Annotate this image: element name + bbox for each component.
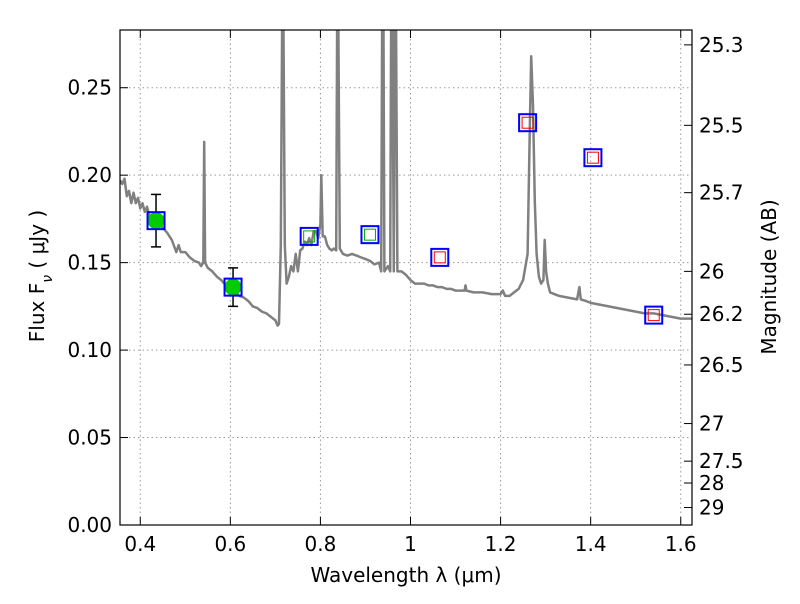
y-tick-label: 0.10	[67, 338, 112, 362]
model-photometry-box	[430, 247, 450, 267]
x-tick-label: 0.8	[305, 532, 337, 556]
y-axis-title: Flux Fν ( μJy )	[25, 210, 56, 342]
y2-tick-label: 27.5	[699, 449, 744, 473]
y2-tick-label: 27	[699, 412, 724, 436]
model-photometry-inner-box	[363, 228, 376, 241]
y2-tick-label: 25.3	[699, 33, 744, 57]
y2-tick-label: 25.7	[699, 181, 744, 205]
y-tick-label: 0.05	[67, 426, 112, 450]
y2-tick-label: 26.2	[699, 302, 744, 326]
x-tick-labels: 0.4 0.6 0.8 1 1.2 1.4 1.6	[124, 532, 696, 556]
y2-tick-label: 26	[699, 259, 724, 283]
y2-tick-label: 26.5	[699, 353, 744, 377]
observed-point	[224, 278, 242, 296]
y2-tick-label: 29	[699, 496, 724, 520]
model-photometry-box	[223, 277, 243, 297]
y-axis-title-subscript: ν	[40, 275, 56, 283]
spectrum-layer	[120, 30, 692, 327]
y-tick-label: 0.00	[67, 513, 112, 537]
plot-data-area	[120, 30, 692, 327]
y2-axis-title: Magnitude (AB)	[757, 199, 781, 354]
y2-tick-label: 25.5	[699, 113, 744, 137]
grid	[120, 30, 692, 525]
y2-tick-label: 28	[699, 471, 724, 495]
y-axis-title-unit: ( μJy )	[25, 210, 49, 275]
x-axis-title: Wavelength λ (μm)	[310, 563, 501, 587]
x-tick-label: 1.6	[665, 532, 697, 556]
model-photometry-inner-box	[586, 151, 599, 164]
spectrum-line	[120, 30, 692, 327]
model-photometry-box	[644, 305, 664, 325]
plot-frame	[119, 29, 693, 526]
x-tick-label: 1.2	[485, 532, 517, 556]
model-photometry-inner-box	[647, 309, 660, 322]
y-tick-label: 0.20	[67, 163, 112, 187]
x-tick-label: 0.4	[124, 532, 156, 556]
y-tick-label: 0.15	[67, 251, 112, 275]
x-tick-label: 0.6	[214, 532, 246, 556]
model-photometry-box	[146, 211, 166, 231]
x-tick-label: 1	[404, 532, 417, 556]
y-tick-label: 0.25	[67, 76, 112, 100]
model-photometry-inner-box	[433, 251, 446, 264]
axis-ticks	[120, 30, 692, 526]
model-photometry-box	[518, 113, 538, 133]
markers-layer	[146, 113, 664, 325]
model-photometry-box	[583, 148, 603, 168]
y-tick-labels: 0.00 0.05 0.10 0.15 0.20 0.25	[67, 76, 112, 537]
observed-point	[147, 212, 165, 230]
model-photometry-box	[299, 226, 319, 246]
model-photometry-inner-box	[521, 116, 534, 129]
model-photometry-box	[360, 225, 380, 245]
x-tick-label: 1.4	[575, 532, 607, 556]
model-photometry-inner-box	[303, 230, 316, 243]
y-axis-title-main: Flux F	[25, 283, 49, 342]
